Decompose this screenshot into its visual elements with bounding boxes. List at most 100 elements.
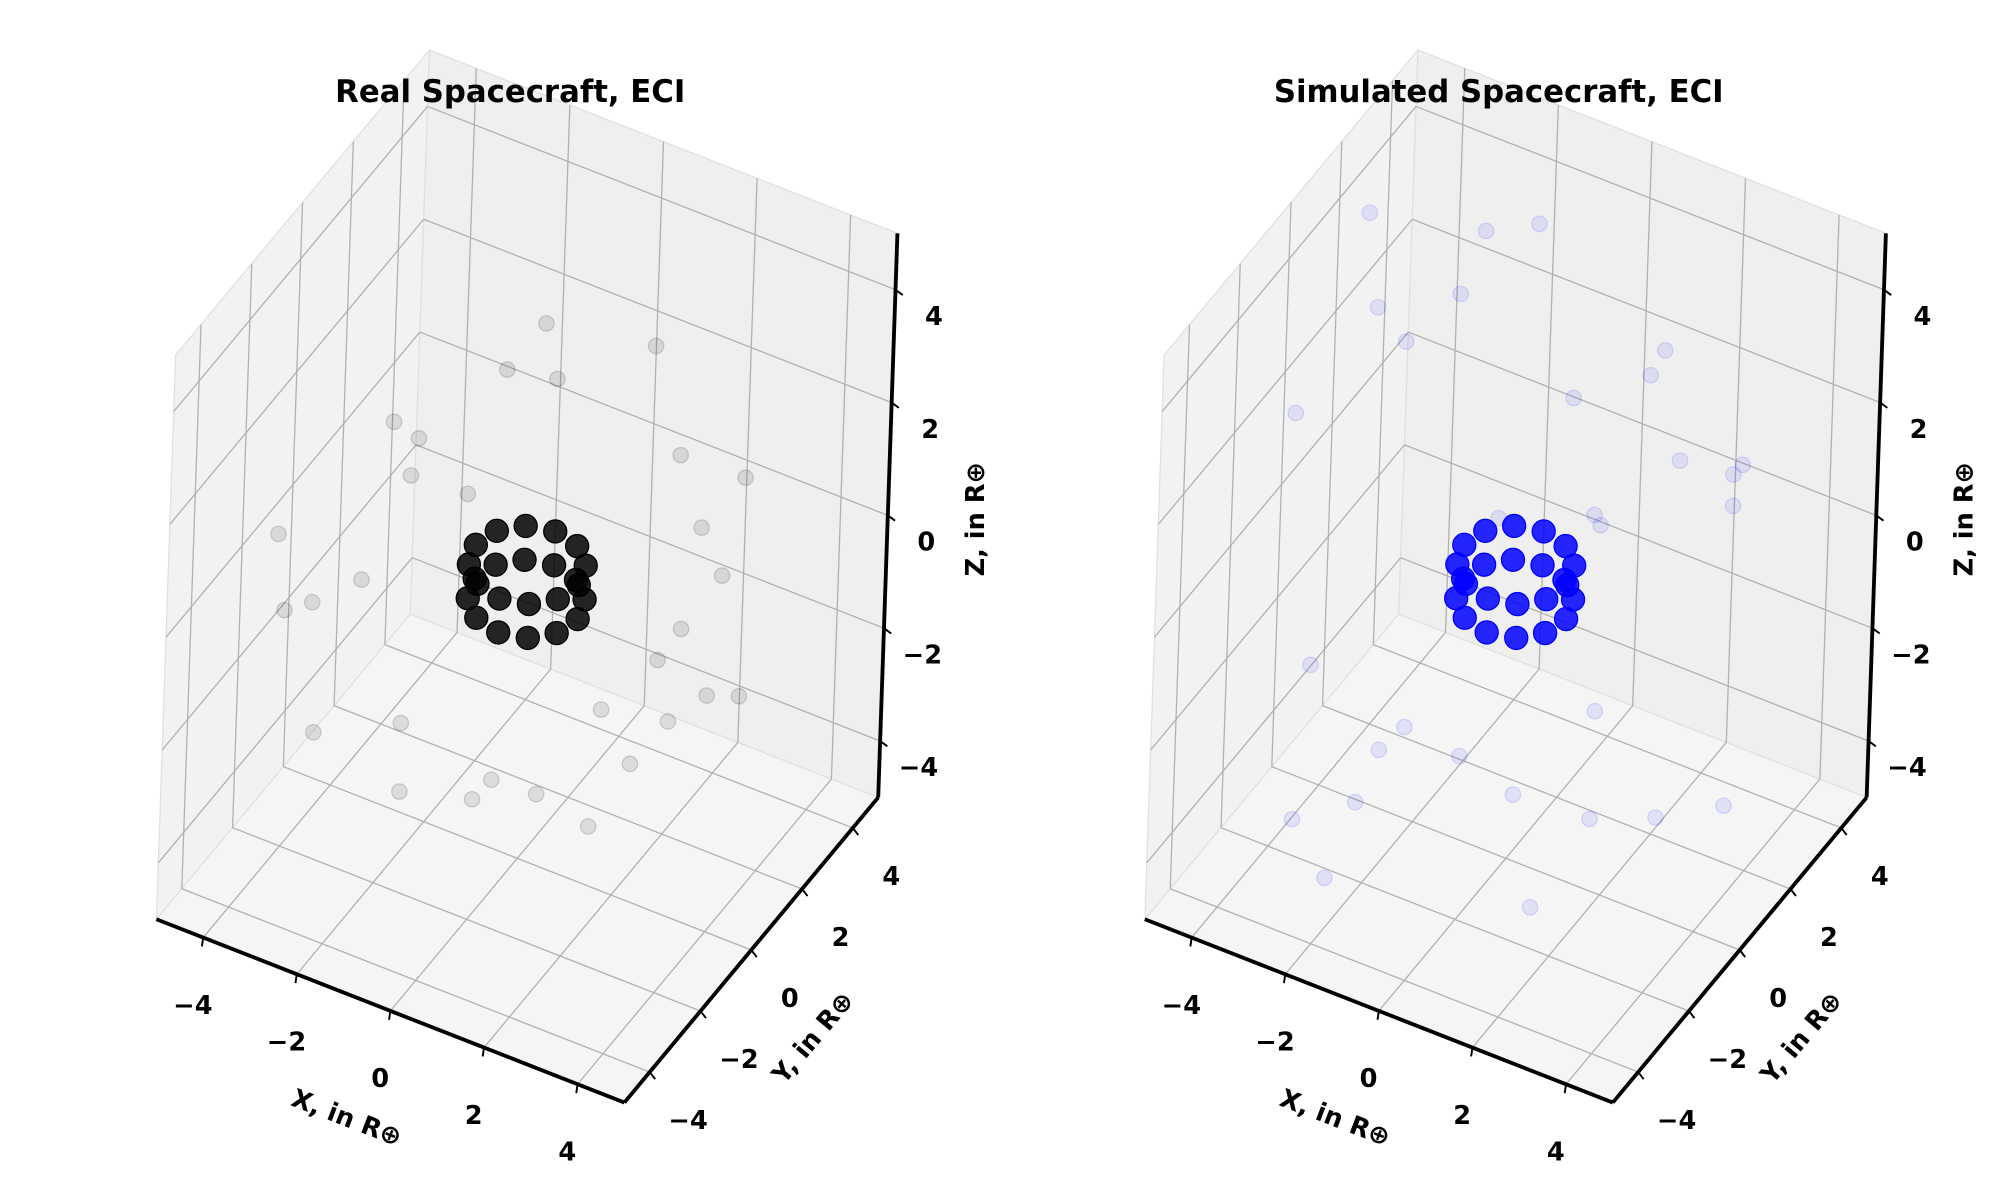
tick-mark (481, 1047, 485, 1057)
point (698, 687, 715, 704)
point (1477, 222, 1495, 240)
tick-mark (1738, 949, 1746, 958)
point (1531, 519, 1556, 544)
grid-line (1271, 766, 1740, 951)
point (392, 714, 410, 732)
point (515, 625, 540, 651)
grid-line (1322, 705, 1791, 890)
point (1532, 620, 1558, 646)
point (391, 783, 408, 800)
point (1565, 389, 1582, 407)
point (647, 337, 665, 355)
point (1734, 456, 1752, 474)
point (1287, 404, 1305, 422)
point (276, 601, 293, 619)
point (1450, 747, 1468, 765)
point (1500, 547, 1526, 572)
point (544, 620, 569, 646)
grid-line (1150, 444, 1405, 751)
point (1504, 786, 1522, 803)
grid-line (1411, 218, 1881, 404)
tick-mark (200, 937, 205, 947)
tick-mark (294, 974, 298, 984)
point (621, 755, 639, 773)
point (592, 701, 610, 718)
grid-line (415, 444, 885, 629)
grid-line (1157, 218, 1413, 525)
grid-line (1408, 331, 1877, 516)
grid-line (423, 218, 892, 404)
point (579, 818, 597, 835)
point (1586, 506, 1603, 524)
tick-mark (879, 740, 888, 748)
x-tick-label: 4 (558, 1137, 576, 1167)
point (512, 547, 537, 572)
y-tick-label: −4 (1657, 1106, 1696, 1136)
point (487, 586, 512, 611)
point (465, 571, 490, 597)
point (1521, 898, 1539, 916)
point (564, 533, 590, 559)
point (545, 587, 570, 612)
grid-line (1373, 644, 1842, 829)
grid-line (1161, 106, 1417, 412)
tick-mark (1470, 1047, 1474, 1057)
tick-mark (1563, 1084, 1567, 1094)
point (672, 620, 690, 638)
point (513, 513, 538, 539)
tick-mark (1282, 974, 1287, 984)
point (1453, 571, 1479, 597)
y-tick-label: 4 (882, 862, 900, 892)
point (549, 370, 566, 388)
tick-mark (1637, 1071, 1645, 1080)
z-tick-label: 2 (921, 415, 939, 445)
point (1647, 809, 1664, 826)
point (1642, 366, 1659, 384)
grid-line (165, 331, 421, 638)
tick-mark (1875, 514, 1885, 522)
z-tick-label: 4 (1914, 302, 1932, 332)
point (543, 519, 568, 544)
point (1369, 298, 1387, 316)
point (1530, 553, 1555, 578)
x-tick-label: 2 (1453, 1101, 1471, 1131)
tick-mark (801, 888, 809, 897)
point (1534, 587, 1559, 612)
point (463, 790, 481, 808)
point (1671, 452, 1689, 469)
point (659, 713, 677, 730)
point (1302, 656, 1319, 674)
grid-line (283, 766, 752, 951)
point (482, 771, 500, 788)
point (464, 605, 489, 630)
z-axis-label: Z, in R⊕ (961, 462, 991, 576)
tick-mark (1879, 401, 1888, 409)
grid-line (419, 331, 889, 516)
tick-mark (1871, 627, 1881, 635)
z-tick-label: −2 (1891, 640, 1930, 670)
grid-line (181, 888, 650, 1073)
point (303, 593, 321, 611)
point (385, 413, 403, 431)
z-tick-label: 2 (1910, 415, 1928, 445)
point (410, 429, 428, 447)
grid-line (384, 644, 854, 829)
z-tick-label: 0 (1906, 528, 1924, 558)
point (305, 724, 322, 741)
point (1501, 513, 1527, 539)
x-tick-label: −2 (267, 1027, 306, 1057)
tick-mark (891, 401, 900, 409)
point (459, 485, 477, 503)
z-tick-label: −4 (899, 753, 938, 783)
tick-mark (1376, 1010, 1380, 1020)
tick-mark (1883, 288, 1892, 296)
point (1316, 869, 1333, 887)
y-tick-label: −2 (1708, 1045, 1747, 1075)
point (1504, 625, 1529, 651)
point (1475, 586, 1501, 611)
point (1346, 793, 1364, 811)
tick-mark (1189, 937, 1193, 947)
